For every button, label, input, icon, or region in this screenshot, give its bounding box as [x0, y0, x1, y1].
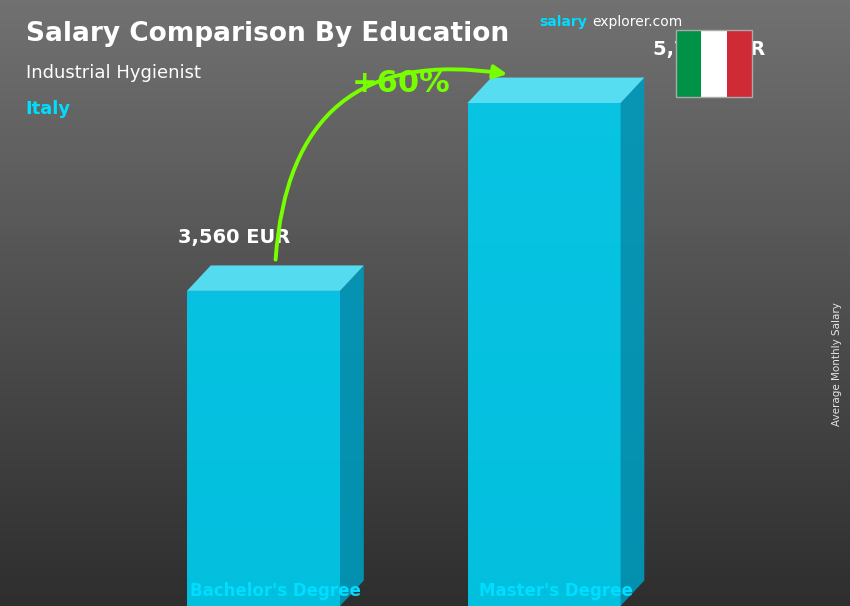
- Polygon shape: [340, 265, 364, 606]
- Text: 3,560 EUR: 3,560 EUR: [178, 228, 291, 247]
- Text: +60%: +60%: [352, 69, 450, 98]
- Text: Salary Comparison By Education: Salary Comparison By Education: [26, 21, 508, 47]
- Polygon shape: [187, 291, 340, 606]
- Text: Industrial Hygienist: Industrial Hygienist: [26, 64, 201, 82]
- Polygon shape: [468, 103, 620, 606]
- Text: salary: salary: [540, 15, 587, 29]
- Bar: [676, 30, 752, 97]
- Bar: [676, 30, 701, 97]
- Text: Master's Degree: Master's Degree: [479, 582, 633, 600]
- Bar: [701, 30, 727, 97]
- Polygon shape: [620, 78, 644, 606]
- Polygon shape: [187, 265, 364, 291]
- Polygon shape: [468, 78, 644, 103]
- Text: Bachelor's Degree: Bachelor's Degree: [190, 582, 361, 600]
- Bar: [727, 30, 752, 97]
- Text: Average Monthly Salary: Average Monthly Salary: [832, 302, 842, 425]
- Text: explorer.com: explorer.com: [592, 15, 683, 29]
- Text: 5,710 EUR: 5,710 EUR: [653, 41, 765, 59]
- Text: Italy: Italy: [26, 100, 71, 118]
